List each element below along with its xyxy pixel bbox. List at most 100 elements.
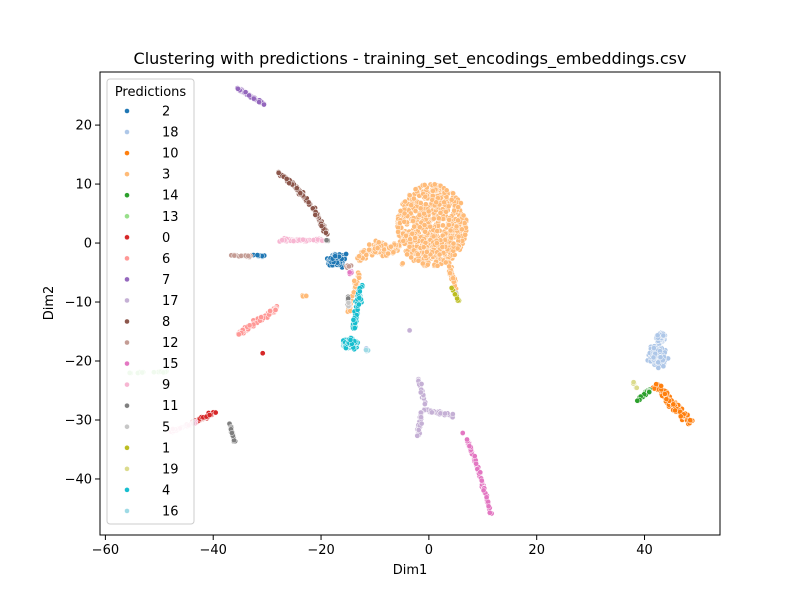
point bbox=[424, 261, 431, 268]
point bbox=[447, 270, 453, 276]
point bbox=[663, 396, 670, 403]
x-tick-label: −40 bbox=[199, 543, 226, 558]
point bbox=[427, 223, 434, 230]
point bbox=[451, 207, 458, 214]
point bbox=[231, 252, 238, 259]
point bbox=[275, 170, 282, 176]
point bbox=[442, 259, 449, 266]
point bbox=[417, 409, 424, 416]
point bbox=[318, 223, 325, 229]
point bbox=[441, 199, 447, 206]
point bbox=[431, 181, 438, 188]
point bbox=[447, 227, 454, 234]
point bbox=[460, 212, 467, 219]
point bbox=[657, 354, 664, 361]
point bbox=[412, 235, 418, 241]
legend-box bbox=[106, 78, 195, 525]
legend-marker bbox=[124, 255, 130, 262]
legend-label: 5 bbox=[162, 420, 170, 435]
y-tick-label: 0 bbox=[84, 237, 92, 252]
point bbox=[430, 233, 437, 240]
legend-label: 16 bbox=[162, 504, 179, 519]
point bbox=[670, 401, 677, 408]
scatter-points bbox=[126, 85, 696, 517]
point bbox=[283, 176, 290, 182]
point bbox=[418, 381, 425, 387]
point bbox=[408, 202, 415, 209]
point bbox=[440, 222, 446, 229]
legend-marker bbox=[124, 150, 130, 156]
legend-marker bbox=[124, 192, 130, 198]
point bbox=[235, 331, 242, 338]
point bbox=[401, 218, 408, 225]
point bbox=[433, 199, 440, 206]
point bbox=[385, 250, 391, 257]
point bbox=[672, 407, 678, 414]
point bbox=[677, 413, 684, 420]
legend-label: 14 bbox=[162, 189, 179, 204]
legend-item-13: 13 bbox=[124, 210, 179, 225]
point bbox=[406, 192, 413, 199]
point bbox=[363, 347, 369, 353]
point bbox=[346, 269, 353, 276]
point bbox=[397, 208, 404, 214]
series-6 bbox=[235, 303, 280, 338]
point bbox=[415, 257, 422, 264]
legend-item-10: 10 bbox=[124, 147, 179, 162]
legend-items: 2 18 10 3 14 13 0 6 7 17 8 12 15 9 11 5 1 19 4 16 bbox=[124, 105, 179, 519]
point bbox=[259, 350, 266, 357]
point bbox=[433, 240, 440, 246]
point bbox=[428, 409, 435, 416]
point bbox=[346, 263, 352, 270]
point bbox=[323, 237, 330, 244]
legend-item-12: 12 bbox=[124, 336, 179, 351]
legend-label: 9 bbox=[162, 378, 170, 393]
legend-item-14: 14 bbox=[124, 189, 179, 204]
point bbox=[404, 251, 410, 258]
legend-item-19: 19 bbox=[124, 462, 179, 477]
legend-label: 4 bbox=[162, 483, 170, 498]
series-18 bbox=[362, 329, 671, 371]
point bbox=[390, 249, 397, 256]
point bbox=[658, 383, 664, 389]
point bbox=[422, 201, 429, 208]
point bbox=[655, 359, 662, 366]
legend-item-11: 11 bbox=[124, 399, 179, 414]
y-axis-label: Dim2 bbox=[42, 286, 57, 321]
series-3 bbox=[299, 181, 470, 315]
point bbox=[351, 278, 358, 284]
point bbox=[452, 291, 458, 298]
series-10 bbox=[650, 381, 696, 427]
x-tick-label: 20 bbox=[528, 543, 545, 558]
legend-title: Predictions bbox=[115, 85, 187, 100]
x-axis-label: Dim1 bbox=[393, 563, 428, 578]
point bbox=[430, 188, 436, 194]
point bbox=[473, 460, 479, 467]
point bbox=[235, 85, 241, 92]
point bbox=[300, 236, 306, 243]
legend-marker bbox=[124, 339, 130, 346]
point bbox=[483, 494, 490, 501]
point bbox=[458, 200, 464, 206]
legend-item-8: 8 bbox=[124, 315, 170, 330]
point bbox=[400, 238, 407, 244]
point bbox=[446, 263, 453, 270]
point bbox=[374, 245, 381, 251]
legend-marker bbox=[124, 171, 130, 177]
point bbox=[633, 384, 640, 391]
series-7 bbox=[234, 85, 268, 108]
point bbox=[630, 379, 637, 386]
x-tick-label: −20 bbox=[307, 543, 334, 558]
point bbox=[347, 337, 354, 343]
point bbox=[399, 260, 406, 267]
point bbox=[477, 469, 484, 476]
point bbox=[414, 432, 421, 439]
point bbox=[653, 381, 660, 388]
point bbox=[687, 417, 694, 424]
point bbox=[366, 246, 373, 253]
point bbox=[258, 314, 264, 321]
point bbox=[409, 230, 416, 237]
legend-label: 11 bbox=[162, 399, 179, 414]
point bbox=[455, 217, 461, 224]
